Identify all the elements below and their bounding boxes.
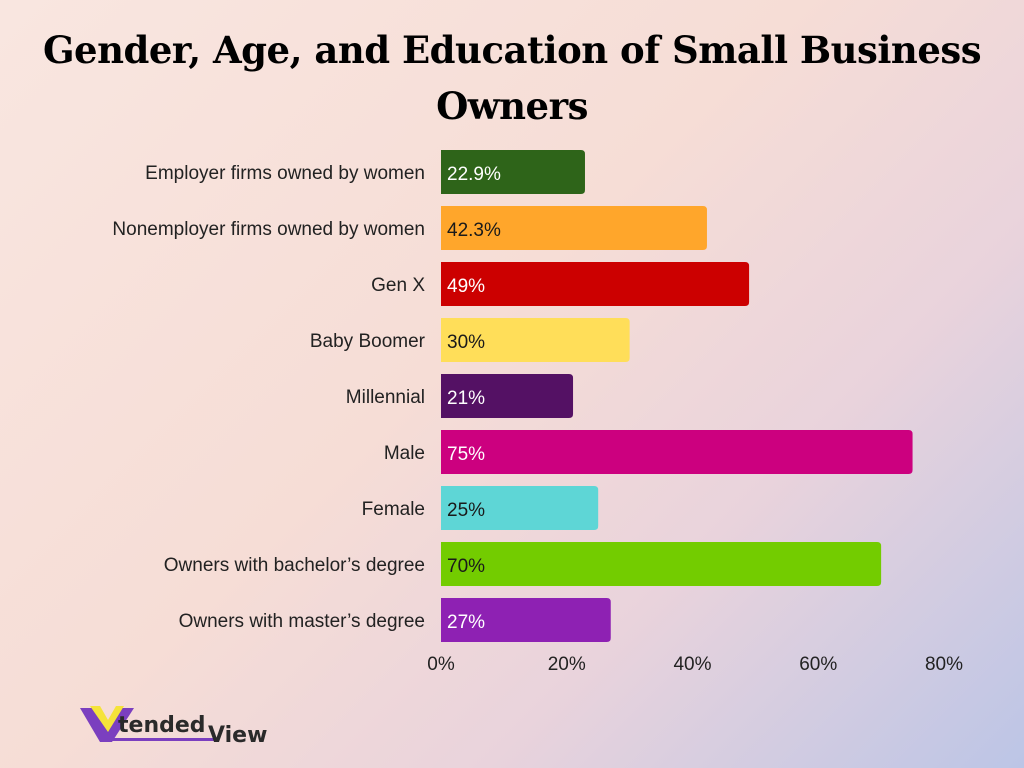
bar <box>441 598 611 642</box>
x-tick-label: 80% <box>925 654 963 675</box>
data-label: 30% <box>447 332 485 353</box>
svg-text:tended: tended <box>118 713 206 738</box>
bar <box>441 262 750 306</box>
xtendedview-logo: tended View <box>80 706 267 748</box>
category-label: Millennial <box>346 387 425 408</box>
bar <box>441 486 599 530</box>
svg-text:View: View <box>208 723 267 748</box>
bar <box>441 206 707 250</box>
data-label: 75% <box>447 444 485 465</box>
data-label: 49% <box>447 276 485 297</box>
category-label: Nonemployer firms owned by women <box>112 219 425 240</box>
x-tick-label: 60% <box>799 654 837 675</box>
category-label: Gen X <box>371 275 425 296</box>
bar <box>441 542 882 586</box>
category-label: Employer firms owned by women <box>145 163 425 184</box>
x-tick-label: 40% <box>673 654 711 675</box>
data-label: 70% <box>447 556 485 577</box>
category-label: Owners with bachelor’s degree <box>164 555 425 576</box>
chart-title: Gender, Age, and Education of Small Busi… <box>42 28 982 128</box>
data-label: 27% <box>447 612 485 633</box>
category-label: Baby Boomer <box>310 331 426 352</box>
bar <box>441 430 913 474</box>
data-label: 25% <box>447 500 485 521</box>
category-label: Owners with master’s degree <box>179 611 425 632</box>
category-label: Male <box>384 443 425 464</box>
x-tick-label: 20% <box>548 654 586 675</box>
bar <box>441 150 585 194</box>
category-label: Female <box>362 499 425 520</box>
x-tick-label: 0% <box>427 654 455 675</box>
bar <box>441 318 630 362</box>
data-label: 42.3% <box>447 220 501 241</box>
data-label: 21% <box>447 388 485 409</box>
bar <box>441 374 574 418</box>
data-label: 22.9% <box>447 164 501 185</box>
